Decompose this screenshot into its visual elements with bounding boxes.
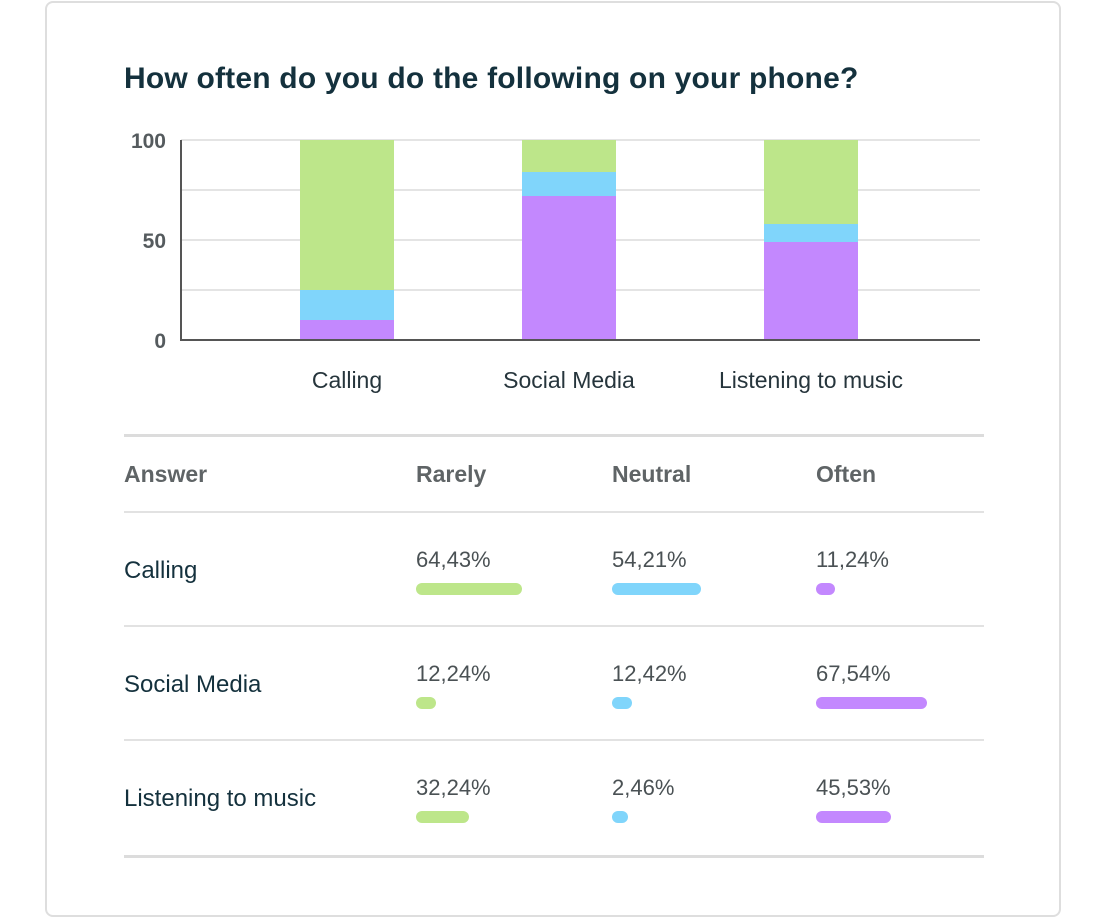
percent-value: 54,21%: [612, 547, 687, 572]
often-bar: [816, 697, 927, 709]
cell-often: 67,54%: [816, 661, 927, 709]
neutral-bar: [612, 697, 632, 709]
header-neutral: Neutral: [612, 461, 692, 487]
table-top-rule: [124, 434, 984, 437]
header-answer: Answer: [124, 461, 208, 487]
header-rarely: Rarely: [416, 461, 487, 487]
chart-title: How often do you do the following on you…: [124, 62, 859, 95]
y-tick-label: 100: [131, 130, 166, 153]
header-often: Often: [816, 461, 877, 487]
percent-value: 67,54%: [816, 661, 891, 686]
neutral-bar: [612, 811, 628, 823]
x-tick-label: Listening to music: [719, 367, 903, 393]
cell-rarely: 32,24%: [416, 775, 491, 823]
table-bottom-rule: [124, 855, 984, 858]
percent-value: 12,42%: [612, 661, 687, 686]
rarely-bar: [416, 697, 436, 709]
often-segment-listening-to-music: [764, 242, 858, 340]
table-header-row: Answer Rarely Neutral Often: [124, 437, 984, 513]
cell-often: 45,53%: [816, 775, 891, 823]
often-segment-calling: [300, 320, 394, 340]
neutral-bar: [612, 583, 701, 595]
percent-value: 12,24%: [416, 661, 491, 686]
cell-neutral: 12,42%: [612, 661, 687, 709]
table-row: Social Media 12,24% 12,42% 67,54%: [124, 627, 984, 741]
rarely-bar: [416, 583, 522, 595]
neutral-segment-social-media: [522, 172, 616, 196]
percent-value: 2,46%: [612, 775, 675, 800]
percent-value: 45,53%: [816, 775, 891, 800]
cell-rarely: 64,43%: [416, 547, 522, 595]
y-tick-label: 50: [143, 230, 166, 253]
table-row: Calling 64,43% 54,21% 11,24%: [124, 513, 984, 627]
neutral-segment-listening-to-music: [764, 224, 858, 242]
cell-neutral: 54,21%: [612, 547, 701, 595]
rarely-bar: [416, 811, 469, 823]
row-label-social-media: Social Media: [124, 671, 262, 698]
x-tick-label: Calling: [312, 367, 382, 393]
row-label-calling: Calling: [124, 557, 198, 584]
cell-neutral: 2,46%: [612, 775, 674, 823]
stacked-bar-chart: Calling Social Media Listening to music 0 50…: [131, 130, 980, 393]
often-bar: [816, 811, 891, 823]
table-row: Listening to music 32,24% 2,46% 45,53%: [124, 741, 984, 855]
x-tick-label: Social Media: [503, 367, 635, 393]
rarely-segment-social-media: [522, 140, 616, 172]
cell-often: 11,24%: [816, 547, 889, 595]
cell-rarely: 12,24%: [416, 661, 491, 709]
y-tick-label: 0: [154, 330, 166, 353]
often-segment-social-media: [522, 196, 616, 340]
percent-value: 64,43%: [416, 547, 491, 572]
percent-value: 32,24%: [416, 775, 491, 800]
often-bar: [816, 583, 835, 595]
percent-value: 11,24%: [816, 547, 889, 572]
neutral-segment-calling: [300, 290, 394, 320]
rarely-segment-calling: [300, 140, 394, 290]
rarely-segment-listening-to-music: [764, 140, 858, 224]
results-table: Answer Rarely Neutral Often Calling 64,4…: [124, 434, 984, 858]
row-label-listening-to-music: Listening to music: [124, 785, 317, 812]
